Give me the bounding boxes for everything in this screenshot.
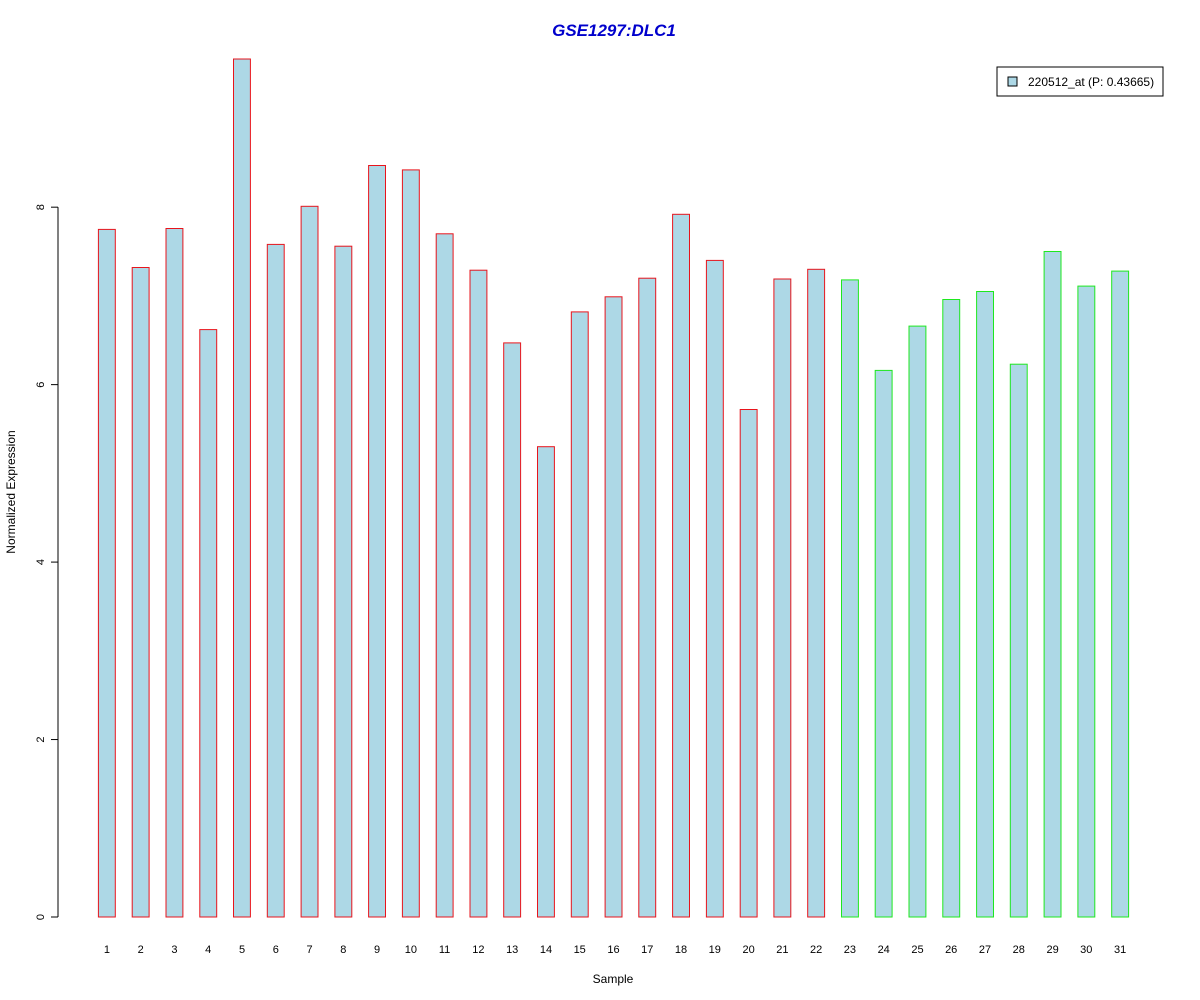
y-tick-label: 4	[35, 559, 47, 565]
bar-sample-3	[165, 228, 184, 918]
bar-sample-2	[131, 267, 150, 918]
x-tick-label: 19	[709, 944, 721, 956]
bar-sample-18	[672, 213, 690, 918]
x-tick-label: 16	[607, 944, 619, 956]
x-tick-label: 10	[405, 944, 417, 956]
x-tick-label: 28	[1013, 944, 1025, 956]
bar-sample-28	[1009, 363, 1028, 918]
x-tick-label: 14	[540, 944, 552, 956]
x-tick-label: 24	[878, 944, 890, 956]
x-tick-label: 2	[138, 944, 144, 956]
x-tick-label: 3	[171, 944, 177, 956]
bar-sample-20	[739, 409, 758, 918]
bar-sample-6	[266, 243, 285, 918]
x-tick-label: 22	[810, 944, 822, 956]
y-axis-label: Normalized Expression	[4, 430, 18, 553]
x-tick-label: 11	[439, 944, 450, 956]
bar-sample-30	[1077, 285, 1096, 918]
legend-entry: 220512_at (P: 0.43665)	[1028, 75, 1154, 89]
x-tick-label: 12	[472, 944, 484, 956]
bar-sample-15	[570, 311, 589, 918]
x-tick-label: 26	[945, 944, 957, 956]
bar-sample-11	[435, 233, 454, 918]
x-tick-label: 18	[675, 944, 687, 956]
bar-sample-14	[537, 446, 555, 918]
y-tick-label: 2	[35, 736, 47, 742]
bar-sample-21	[773, 278, 792, 918]
x-tick-label: 27	[979, 944, 991, 956]
bar-sample-7	[300, 205, 319, 918]
x-tick-label: 17	[641, 944, 653, 956]
x-tick-labels: 1 2 3 4 5 6 7 8 9 10 11 12 13 14 15 16 17 18 19 20 21 22 23 24 2…	[104, 944, 1126, 956]
x-tick-label: 20	[742, 944, 754, 956]
bar-sample-27	[976, 291, 994, 918]
chart-title: GSE1297:DLC1	[552, 21, 676, 40]
bar-sample-22	[807, 268, 826, 918]
x-tick-label: 9	[374, 944, 380, 956]
bar-sample-29	[1043, 251, 1062, 918]
x-tick-label: 13	[506, 944, 518, 956]
bar-sample-12	[469, 269, 488, 918]
bar-sample-8	[334, 245, 353, 918]
x-tick-label: 25	[911, 944, 923, 956]
y-tick-label: 0	[35, 914, 47, 920]
y-tick-label: 8	[35, 204, 47, 210]
bar-sample-9	[368, 165, 387, 918]
x-tick-label: 1	[104, 944, 110, 956]
y-tick-label: 6	[35, 382, 47, 388]
bar-sample-23	[841, 279, 859, 918]
x-axis-label: Sample	[593, 972, 634, 986]
bar-sample-13	[503, 342, 522, 918]
bar-sample-26	[942, 299, 961, 918]
x-tick-label: 23	[844, 944, 856, 956]
bar-sample-5	[233, 58, 251, 918]
x-tick-label: 31	[1114, 944, 1126, 956]
x-tick-label: 21	[776, 944, 788, 956]
bar-sample-19	[705, 259, 724, 918]
x-tick-label: 6	[273, 944, 279, 956]
x-tick-label: 30	[1080, 944, 1092, 956]
x-tick-label: 4	[205, 944, 211, 956]
legend: 220512_at (P: 0.43665)	[996, 66, 1164, 97]
legend-box	[996, 66, 1164, 97]
bar-sample-10	[401, 169, 420, 918]
x-tick-label: 29	[1046, 944, 1058, 956]
bar-sample-24	[874, 369, 893, 918]
x-tick-label: 7	[306, 944, 312, 956]
bar-sample-25	[908, 325, 927, 918]
y-axis: 0 2 4 6 8	[35, 204, 59, 920]
bar-sample-16	[604, 296, 623, 918]
x-tick-label: 5	[239, 944, 245, 956]
bars-group	[97, 58, 1130, 918]
x-tick-label: 8	[340, 944, 346, 956]
x-tick-label: 15	[574, 944, 586, 956]
legend-swatch	[1007, 76, 1018, 87]
bar-sample-31	[1111, 270, 1130, 918]
bar-sample-17	[638, 277, 657, 918]
bar-sample-4	[199, 329, 218, 918]
bar-sample-1	[97, 228, 116, 918]
